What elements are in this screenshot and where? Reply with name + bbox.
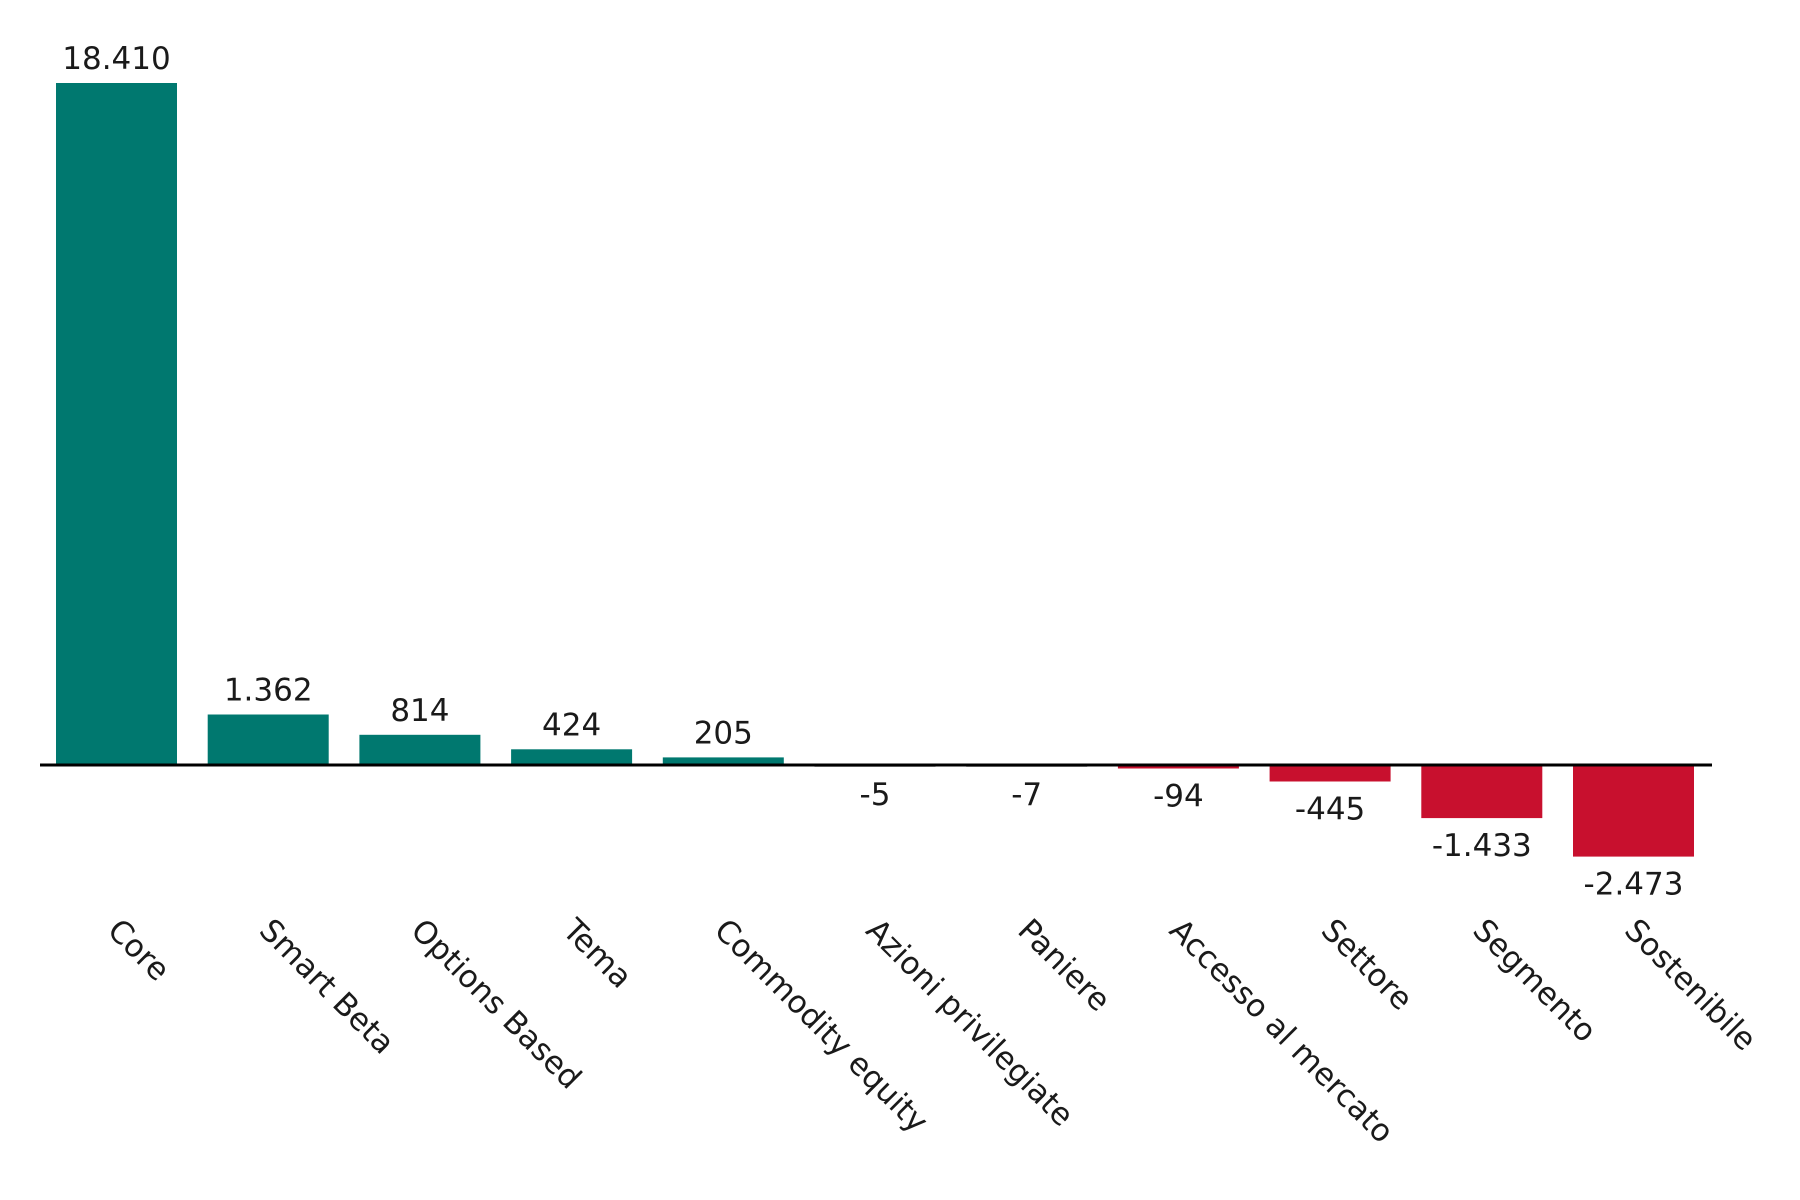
category-label-settore: Settore <box>1314 912 1419 1017</box>
category-label-paniere: Paniere <box>1011 912 1118 1019</box>
value-labels-layer: 18.410 1.362 814 424 205 -5 -7 -94 -445 -1.433 -2.… <box>62 41 1683 903</box>
value-label-smart-beta: 1.362 <box>224 673 313 709</box>
value-label-segmento: -1.433 <box>1432 828 1532 864</box>
bar-accesso-al-mercato <box>1117 765 1239 769</box>
bar-settore <box>1269 765 1391 782</box>
value-label-commodity-equity: 205 <box>694 715 753 751</box>
category-label-smart-beta: Smart Beta <box>252 912 401 1061</box>
value-label-tema: 424 <box>542 707 601 743</box>
bar-commodity-equity <box>662 757 784 765</box>
value-label-settore: -445 <box>1295 792 1365 828</box>
bar-options-based <box>359 734 481 765</box>
value-label-azioni-privilegiate: -5 <box>860 777 891 813</box>
value-label-core: 18.410 <box>62 41 170 77</box>
value-label-accesso-al-mercato: -94 <box>1153 779 1204 815</box>
category-label-tema: Tema <box>555 911 639 995</box>
category-label-core: Core <box>100 912 176 988</box>
bar-tema <box>511 749 633 765</box>
category-label-sostenibile: Sostenibile <box>1617 912 1763 1058</box>
value-label-paniere: -7 <box>1011 777 1042 813</box>
value-label-options-based: 814 <box>390 693 449 729</box>
bar-smart-beta <box>207 714 329 765</box>
bars-layer <box>56 83 1694 857</box>
bar-core <box>56 83 177 765</box>
category-label-segmento: Segmento <box>1466 912 1604 1050</box>
bar-sostenibile <box>1573 765 1694 857</box>
value-label-sostenibile: -2.473 <box>1584 867 1684 903</box>
bar-segmento <box>1421 765 1543 819</box>
